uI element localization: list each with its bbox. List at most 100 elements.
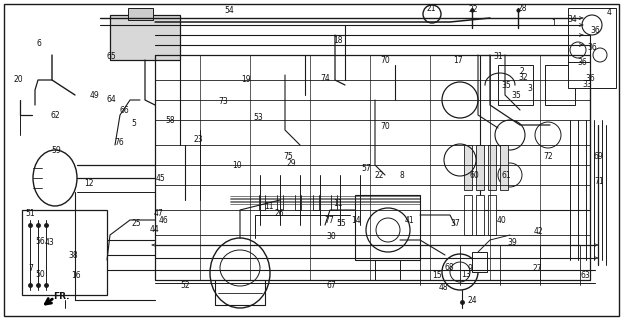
- Text: 52: 52: [181, 281, 191, 290]
- Text: 59: 59: [51, 146, 61, 155]
- Text: 49: 49: [90, 91, 100, 100]
- Text: 20: 20: [14, 75, 24, 84]
- Text: 6: 6: [36, 39, 41, 48]
- Bar: [476, 195, 484, 235]
- Text: 39: 39: [507, 238, 517, 247]
- Text: 76: 76: [115, 138, 125, 147]
- Ellipse shape: [210, 238, 270, 308]
- Text: 11: 11: [264, 202, 274, 211]
- Text: 35: 35: [511, 91, 521, 100]
- Text: 75: 75: [283, 152, 293, 161]
- Text: 15: 15: [432, 271, 442, 280]
- Bar: [110, 15, 180, 60]
- Text: 18: 18: [333, 36, 343, 44]
- Text: 16: 16: [71, 271, 81, 280]
- Text: 51: 51: [25, 209, 35, 218]
- Text: 34: 34: [567, 15, 577, 24]
- Text: 57: 57: [361, 164, 371, 173]
- Bar: [355, 195, 420, 260]
- Text: 35: 35: [501, 81, 511, 90]
- Ellipse shape: [33, 150, 77, 206]
- Text: 56: 56: [35, 237, 45, 246]
- Text: 42: 42: [534, 228, 544, 236]
- Text: 60: 60: [470, 171, 480, 180]
- Text: 7: 7: [29, 264, 34, 273]
- Text: 45: 45: [156, 174, 166, 183]
- Text: 8: 8: [399, 171, 404, 180]
- Text: 65: 65: [106, 52, 116, 60]
- Text: 40: 40: [497, 216, 506, 225]
- Text: 10: 10: [232, 161, 242, 170]
- Text: 43: 43: [45, 238, 55, 247]
- Text: 14: 14: [351, 216, 361, 225]
- Bar: [545, 65, 575, 105]
- Text: 30: 30: [326, 232, 336, 241]
- Text: 17: 17: [453, 56, 463, 65]
- Text: 70: 70: [380, 122, 390, 131]
- Text: 11: 11: [333, 199, 343, 208]
- Bar: [488, 195, 496, 235]
- Text: 77: 77: [324, 216, 334, 225]
- Text: 72: 72: [543, 152, 553, 161]
- Text: 13: 13: [461, 270, 471, 279]
- Text: 73: 73: [218, 97, 228, 106]
- Text: 12: 12: [84, 179, 94, 188]
- Text: 63: 63: [581, 271, 591, 280]
- Text: FR.: FR.: [53, 292, 69, 301]
- Text: 27: 27: [532, 264, 542, 273]
- Text: 3: 3: [527, 84, 532, 93]
- Text: 74: 74: [320, 74, 330, 83]
- Text: 62: 62: [50, 111, 60, 120]
- Text: 58: 58: [165, 116, 175, 124]
- Text: 21: 21: [427, 4, 437, 13]
- Text: 36: 36: [590, 26, 600, 35]
- Text: 53: 53: [254, 113, 264, 122]
- Text: 28: 28: [517, 4, 527, 12]
- Text: 25: 25: [131, 219, 141, 228]
- Text: 22: 22: [374, 171, 384, 180]
- Text: 33: 33: [582, 80, 592, 89]
- Text: 36: 36: [578, 58, 587, 67]
- Text: 23: 23: [193, 135, 203, 144]
- Text: 4: 4: [607, 8, 612, 17]
- Text: 50: 50: [36, 270, 45, 279]
- Text: 61: 61: [501, 171, 511, 180]
- Text: 64: 64: [106, 95, 116, 104]
- Bar: [128, 8, 153, 20]
- Text: 1: 1: [551, 19, 556, 28]
- Text: 22: 22: [468, 5, 478, 14]
- Bar: [476, 145, 484, 190]
- Bar: [464, 195, 472, 235]
- Text: 19: 19: [241, 75, 251, 84]
- Text: 5: 5: [131, 119, 136, 128]
- Bar: [498, 65, 533, 105]
- Text: 36: 36: [586, 74, 596, 83]
- Text: 46: 46: [158, 216, 168, 225]
- Text: 69: 69: [593, 152, 603, 161]
- Bar: [464, 145, 472, 190]
- Text: 44: 44: [150, 225, 159, 234]
- Bar: [22, 210, 107, 295]
- Text: 68: 68: [445, 263, 455, 272]
- Bar: [568, 8, 616, 88]
- Text: 55: 55: [336, 219, 346, 228]
- Text: 54: 54: [224, 6, 234, 15]
- Bar: [500, 145, 508, 190]
- Text: 41: 41: [405, 216, 415, 225]
- Bar: [488, 145, 496, 190]
- Text: 38: 38: [69, 251, 78, 260]
- Text: 66: 66: [120, 106, 130, 115]
- Text: 36: 36: [587, 43, 597, 52]
- Text: 71: 71: [594, 177, 604, 186]
- Bar: [480, 55, 590, 210]
- Text: 29: 29: [287, 159, 297, 168]
- Text: 24: 24: [467, 296, 477, 305]
- Text: 9: 9: [467, 264, 472, 273]
- Text: 47: 47: [154, 209, 164, 218]
- Text: 31: 31: [493, 52, 503, 61]
- Text: 32: 32: [518, 73, 528, 82]
- Text: 48: 48: [439, 283, 449, 292]
- Ellipse shape: [220, 250, 260, 286]
- Text: 70: 70: [380, 56, 390, 65]
- Text: 26: 26: [274, 209, 284, 218]
